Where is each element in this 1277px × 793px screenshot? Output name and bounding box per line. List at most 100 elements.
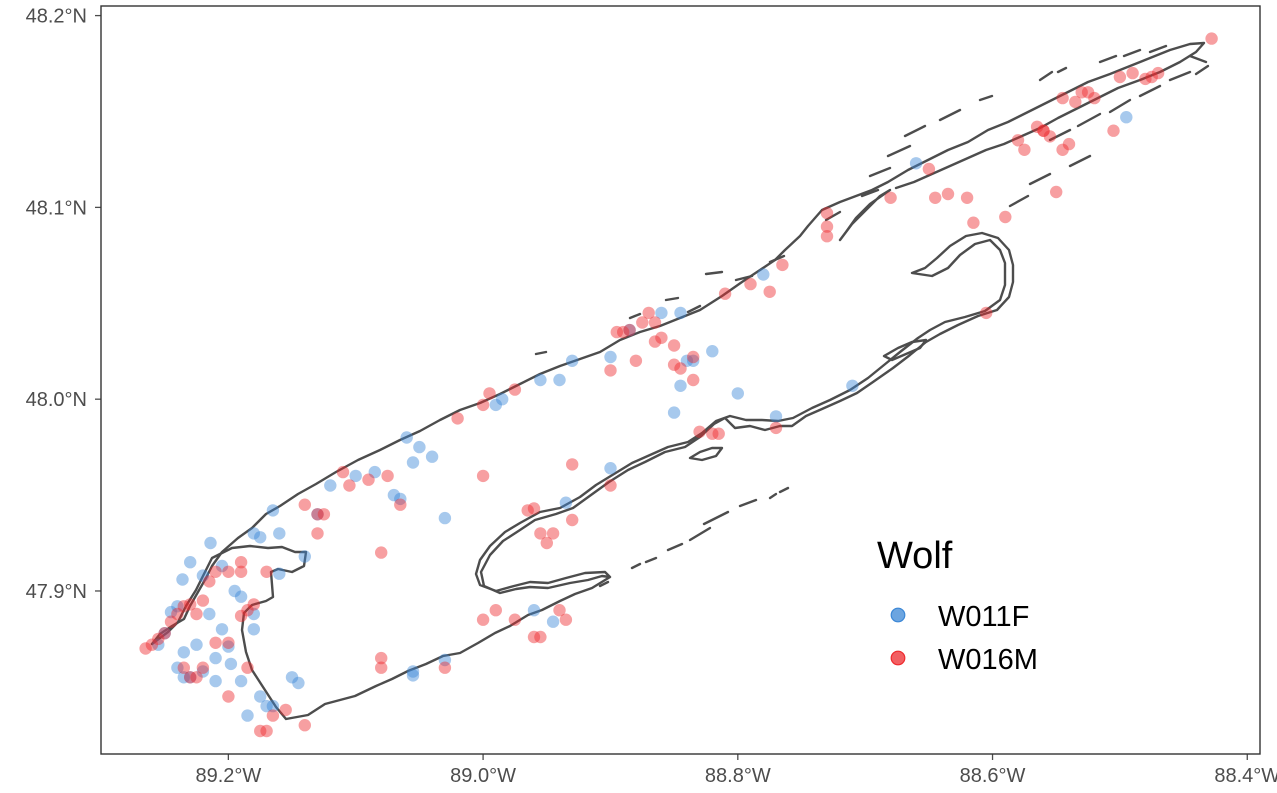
location-point-w016m xyxy=(1050,185,1063,199)
location-point-w016m xyxy=(196,594,210,607)
islet xyxy=(824,210,842,222)
location-point-w011f xyxy=(604,462,617,475)
islet xyxy=(978,94,994,102)
location-point-w016m xyxy=(254,724,267,738)
islet xyxy=(1168,70,1192,82)
location-point-w011f xyxy=(566,354,579,367)
islet xyxy=(1008,194,1030,208)
x-axis-tick-labels: 89.2°W 89.0°W 88.8°W 88.6°W 88.4°W xyxy=(195,765,1277,787)
location-point-w016m xyxy=(929,191,942,204)
location-point-w016m xyxy=(999,210,1012,224)
location-point-w011f xyxy=(406,456,420,469)
location-point-w016m xyxy=(508,383,522,396)
location-point-w016m xyxy=(610,325,623,339)
location-point-w011f xyxy=(324,479,337,492)
islet xyxy=(903,124,927,138)
location-point-w016m xyxy=(190,671,203,684)
location-point-w016m xyxy=(177,661,190,674)
location-point-w016m xyxy=(706,427,719,440)
location-point-w011f xyxy=(224,657,238,671)
location-point-w011f xyxy=(215,623,229,636)
location-point-w011f xyxy=(769,410,783,423)
location-point-w011f xyxy=(680,354,694,367)
location-point-w011f xyxy=(234,590,248,603)
location-point-w011f xyxy=(553,373,566,387)
location-point-w011f xyxy=(406,665,420,678)
location-point-w016m xyxy=(247,598,260,611)
location-point-w016m xyxy=(776,258,789,272)
location-point-w016m xyxy=(534,527,547,540)
location-point-w016m xyxy=(476,398,490,412)
islet xyxy=(738,498,758,508)
location-point-w016m xyxy=(534,630,547,644)
y-tick-label: 48.2°N xyxy=(26,6,87,28)
location-point-w016m xyxy=(266,709,280,722)
location-point-w016m xyxy=(687,373,700,387)
location-point-w011f xyxy=(667,406,681,419)
location-point-w011f xyxy=(425,450,439,463)
location-point-w016m xyxy=(623,323,636,337)
islet xyxy=(778,486,790,494)
location-point-w011f xyxy=(260,699,273,713)
location-point-w011f xyxy=(184,556,197,569)
location-point-w016m xyxy=(241,661,254,674)
location-point-w016m xyxy=(718,287,732,300)
islet xyxy=(686,304,702,314)
location-point-w011f xyxy=(387,488,401,502)
location-point-w016m xyxy=(190,607,203,621)
location-point-w011f xyxy=(241,709,254,722)
islet xyxy=(1098,54,1118,64)
location-point-w011f xyxy=(527,604,541,617)
location-point-w016m xyxy=(566,513,579,527)
location-point-w011f xyxy=(177,671,190,684)
location-point-w016m xyxy=(820,230,834,243)
location-point-w011f xyxy=(534,373,547,387)
location-point-w016m xyxy=(476,613,490,626)
location-point-w016m xyxy=(648,316,662,329)
location-point-w011f xyxy=(266,699,280,713)
islet xyxy=(1028,172,1052,186)
location-point-w011f xyxy=(204,536,217,550)
x-tick-label: 88.6°W xyxy=(960,765,1026,787)
location-point-w016m xyxy=(184,598,197,611)
location-point-w016m xyxy=(311,508,324,521)
islet xyxy=(1056,66,1068,74)
wolf-locations xyxy=(139,32,1218,738)
location-point-w016m xyxy=(1056,143,1069,156)
location-point-w016m xyxy=(636,316,649,329)
location-point-w016m xyxy=(667,339,681,352)
location-point-w016m xyxy=(234,609,248,623)
location-point-w011f xyxy=(496,393,509,406)
location-point-w016m xyxy=(1011,134,1025,147)
location-point-w016m xyxy=(483,387,496,400)
location-point-w016m xyxy=(260,724,273,738)
islet xyxy=(664,296,680,302)
location-point-w011f xyxy=(655,306,668,320)
legend-label-w016m: W016M xyxy=(938,644,1038,676)
location-point-w011f xyxy=(757,268,770,281)
location-point-w016m xyxy=(1081,86,1095,99)
islet xyxy=(534,350,548,356)
location-point-w016m xyxy=(820,206,834,220)
legend-key-w011f xyxy=(890,607,906,623)
location-point-w016m xyxy=(222,636,235,649)
location-point-w011f xyxy=(158,627,171,640)
location-point-w011f xyxy=(164,605,178,619)
location-point-w016m xyxy=(177,600,190,613)
location-point-w016m xyxy=(1030,120,1044,133)
island-outline xyxy=(150,41,1206,721)
location-point-w016m xyxy=(279,703,292,717)
location-point-w011f xyxy=(400,431,413,444)
y-tick-label: 48.1°N xyxy=(26,197,87,219)
legend-key-w016m xyxy=(890,650,906,666)
location-point-w016m xyxy=(960,191,974,204)
location-point-w016m xyxy=(527,630,541,644)
x-tick-label: 89.2°W xyxy=(195,765,261,787)
location-point-w011f xyxy=(171,661,184,674)
location-point-w011f xyxy=(674,379,687,392)
islet xyxy=(860,188,880,198)
location-point-w011f xyxy=(222,640,235,653)
location-point-w016m xyxy=(298,719,311,732)
location-point-w011f xyxy=(247,623,260,636)
southeast-harbor xyxy=(688,446,724,462)
